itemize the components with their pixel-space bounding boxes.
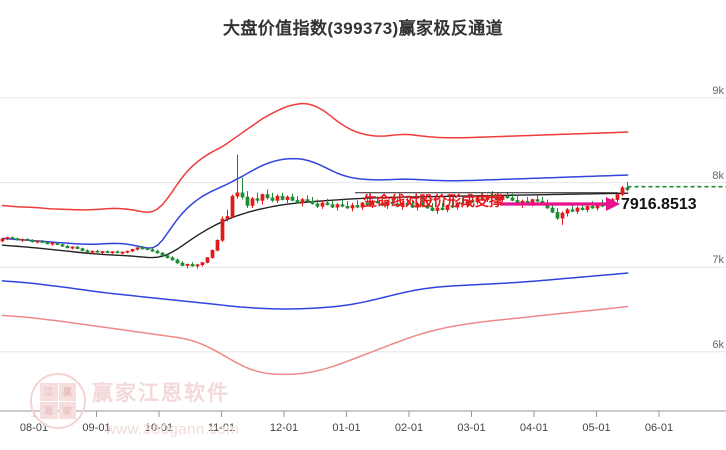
band-line xyxy=(1,192,629,259)
watermark-brand: 赢家江恩软件 xyxy=(92,382,230,405)
x-axis-tick-label: 01-01 xyxy=(332,422,361,434)
x-axis-tick-label: 09-01 xyxy=(82,422,111,434)
x-axis-tick-label: 04-01 xyxy=(519,422,549,434)
x-axis-tick-label: 10-01 xyxy=(144,422,174,434)
band-line xyxy=(1,272,629,310)
band-line xyxy=(1,157,629,249)
seal-char: 江 xyxy=(40,383,58,401)
grid-lines xyxy=(0,97,726,353)
candlestick-series xyxy=(0,154,630,269)
watermark-url: www.360gann.com xyxy=(105,421,240,438)
price-callout-label: 7916.8513 xyxy=(621,196,697,213)
y-axis-tick-label: 8k xyxy=(712,169,724,182)
x-axis-tick-label: 05-01 xyxy=(582,422,611,434)
band-line xyxy=(1,305,629,376)
page-title: 大盘价值指数(399373)赢家极反通道 xyxy=(222,19,504,38)
support-annotation-label: 生命线对股价形成支撑 xyxy=(363,193,503,209)
x-axis-tick-label: 08-01 xyxy=(19,422,49,434)
band-line xyxy=(1,102,629,213)
seal-char: 恩 xyxy=(40,401,58,419)
y-axis-tick-label: 6k xyxy=(712,338,724,351)
x-axis-tick-label: 11-01 xyxy=(207,422,236,434)
x-axis-tick-label: 12-01 xyxy=(269,422,299,434)
x-axis-tick-label: 06-01 xyxy=(644,422,674,434)
x-axis-tick-label: 03-01 xyxy=(457,422,486,434)
y-axis-tick-label: 9k xyxy=(712,85,724,98)
watermark-seal-icon: 江赢恩家 xyxy=(30,373,86,429)
x-axis xyxy=(0,410,726,417)
x-axis-tick-label: 02-01 xyxy=(394,422,424,434)
callout-arrow-head xyxy=(606,197,620,211)
y-axis-tick-label: 7k xyxy=(712,254,724,267)
seal-char: 赢 xyxy=(58,383,76,401)
seal-char: 家 xyxy=(58,401,76,419)
